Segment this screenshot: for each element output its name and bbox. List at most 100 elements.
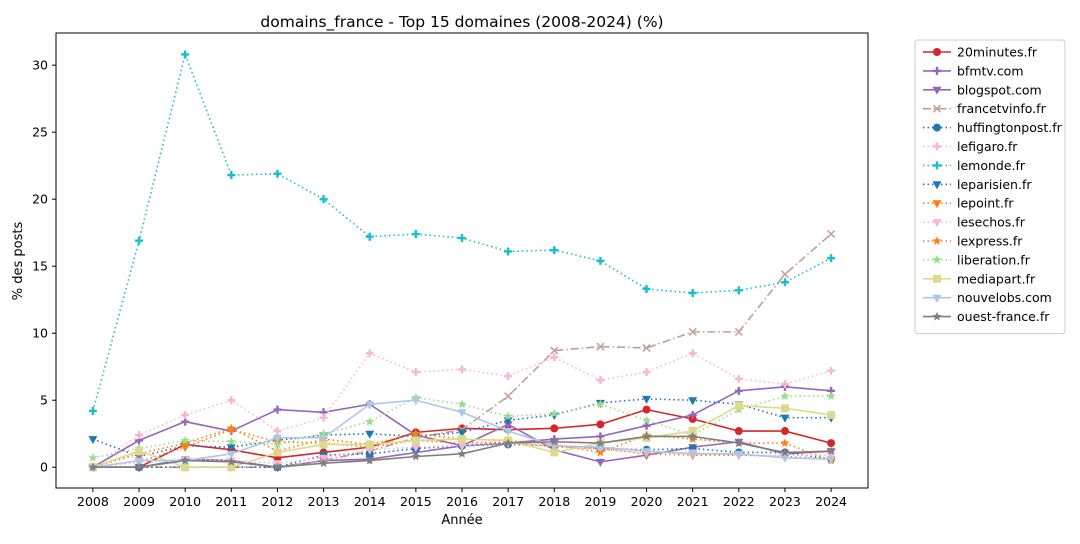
data-point: [688, 349, 697, 358]
data-point: [688, 427, 697, 436]
data-point: [457, 442, 467, 451]
data-point: [227, 171, 236, 180]
legend-label: liberation.fr: [957, 252, 1031, 267]
data-point: [780, 270, 789, 279]
legend-label: lefigaro.fr: [957, 139, 1018, 154]
data-point: [457, 399, 467, 409]
data-point: [226, 436, 236, 446]
legend-item: lepoint.fr: [923, 196, 1014, 211]
legend-item: nouvelobs.com: [923, 290, 1052, 305]
data-point: [180, 435, 190, 445]
data-point: [595, 399, 605, 409]
legend-marker: [932, 311, 942, 321]
x-tick-label: 2019: [585, 494, 617, 509]
x-tick-label: 2009: [123, 494, 155, 509]
data-point: [226, 444, 236, 453]
data-point: [642, 421, 651, 430]
series-lefigaro-fr: [88, 349, 836, 472]
data-point: [642, 448, 652, 457]
data-point: [365, 416, 375, 426]
legend-item: bfmtv.com: [923, 63, 1024, 78]
data-point: [595, 438, 605, 447]
data-point: [503, 411, 513, 421]
data-point: [273, 448, 282, 457]
data-point: [180, 444, 190, 453]
x-tick-label: 2015: [400, 494, 432, 509]
series-nouvelobs-com: [88, 397, 836, 473]
data-point: [88, 406, 97, 415]
data-point: [504, 372, 513, 381]
legend-marker: [933, 123, 941, 132]
data-point: [181, 50, 190, 59]
x-tick-label: 2017: [492, 494, 524, 509]
data-point: [273, 169, 282, 178]
legend-marker: [932, 104, 942, 113]
data-point: [365, 440, 374, 449]
data-point: [734, 386, 743, 395]
data-point: [411, 397, 421, 406]
legend-marker: [932, 294, 942, 303]
data-point: [365, 232, 374, 241]
data-point: [734, 327, 743, 336]
data-point: [826, 391, 836, 401]
data-point: [780, 438, 790, 447]
data-point: [272, 462, 283, 472]
legend-marker: [932, 255, 942, 264]
data-point: [503, 438, 513, 447]
legend-item: ouest-france.fr: [923, 309, 1050, 324]
x-tick-label: 2018: [538, 494, 570, 509]
data-point: [641, 415, 652, 425]
data-point: [550, 424, 559, 433]
y-tick-label: 10: [32, 326, 48, 341]
data-point: [227, 396, 236, 405]
legend-marker: [932, 219, 942, 228]
data-point: [411, 230, 420, 239]
series-line: [92, 53, 832, 412]
data-point: [181, 417, 190, 426]
data-point: [595, 458, 605, 467]
data-point: [734, 427, 743, 436]
data-point: [458, 435, 466, 444]
series-line: [92, 395, 832, 459]
data-point: [827, 366, 836, 375]
data-point: [458, 365, 466, 374]
legend-label: 20minutes.fr: [957, 45, 1038, 60]
data-point: [688, 450, 698, 459]
data-point: [411, 451, 421, 461]
data-point: [827, 439, 836, 448]
data-point: [827, 230, 836, 239]
data-point: [642, 368, 651, 377]
data-point: [827, 410, 836, 419]
data-point: [365, 455, 375, 465]
data-point: [780, 278, 789, 287]
data-point: [411, 368, 420, 377]
data-point: [504, 247, 513, 256]
legend-label: mediapart.fr: [957, 271, 1036, 286]
data-point: [780, 414, 790, 423]
y-tick-label: 25: [32, 125, 48, 140]
data-point: [780, 404, 789, 413]
data-point: [503, 428, 513, 437]
legend-item: lesechos.fr: [923, 215, 1026, 230]
y-tick-label: 0: [40, 460, 48, 475]
legend-label: lexpress.fr: [957, 234, 1023, 249]
legend-marker: [933, 142, 941, 151]
legend-marker: [932, 236, 942, 245]
data-point: [688, 410, 697, 419]
data-point: [135, 447, 144, 456]
x-tick-label: 2014: [354, 494, 386, 509]
data-point: [134, 457, 144, 466]
x-axis-label: Année: [441, 513, 482, 528]
data-point: [273, 405, 282, 414]
data-point: [688, 434, 698, 443]
data-point: [319, 458, 329, 468]
data-point: [227, 463, 236, 472]
data-point: [550, 448, 559, 457]
legend-label: lemonde.fr: [957, 158, 1026, 173]
data-point: [88, 462, 98, 472]
data-point: [272, 439, 283, 449]
legend-item: 20minutes.fr: [923, 45, 1038, 60]
x-tick-label: 2024: [815, 494, 847, 509]
data-point: [827, 254, 836, 263]
x-tick-label: 2008: [77, 494, 109, 509]
